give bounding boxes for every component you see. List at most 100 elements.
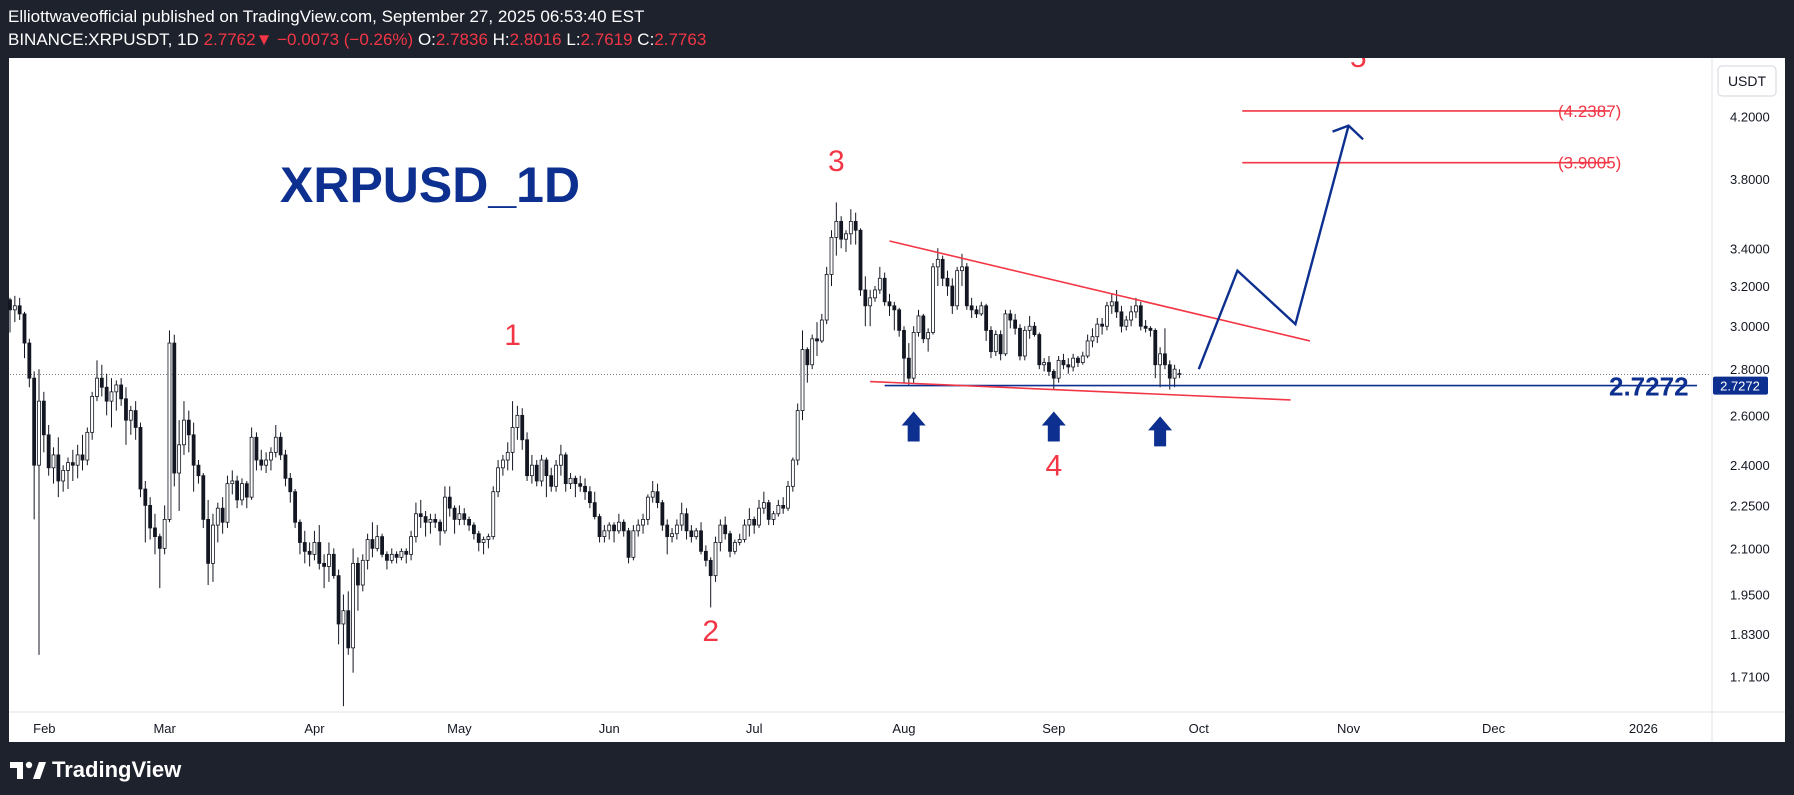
- candle[interactable]: [549, 475, 554, 487]
- candle[interactable]: [365, 539, 370, 561]
- candle[interactable]: [85, 431, 90, 461]
- candle[interactable]: [56, 454, 61, 482]
- candle[interactable]: [452, 507, 457, 520]
- candle[interactable]: [757, 507, 761, 526]
- candle[interactable]: [90, 396, 95, 433]
- candle[interactable]: [302, 542, 307, 552]
- tradingview-logo-icon[interactable]: [10, 759, 46, 781]
- candle[interactable]: [1100, 323, 1105, 327]
- candle[interactable]: [1143, 325, 1148, 329]
- candle[interactable]: [476, 533, 481, 543]
- candle[interactable]: [351, 562, 355, 649]
- candle[interactable]: [191, 434, 196, 466]
- candle[interactable]: [824, 274, 829, 321]
- candle[interactable]: [935, 258, 940, 268]
- candle[interactable]: [742, 524, 747, 540]
- candle[interactable]: [264, 459, 269, 466]
- candle[interactable]: [969, 305, 974, 311]
- candle[interactable]: [138, 427, 143, 490]
- candle[interactable]: [887, 301, 892, 307]
- candle[interactable]: [201, 475, 206, 520]
- candle[interactable]: [394, 553, 399, 558]
- candle[interactable]: [1042, 362, 1047, 366]
- candle[interactable]: [240, 483, 244, 501]
- candle[interactable]: [641, 518, 645, 526]
- candle[interactable]: [1153, 329, 1158, 366]
- candle[interactable]: [819, 319, 824, 342]
- interval-label[interactable]: 1D: [177, 30, 199, 49]
- candle[interactable]: [317, 542, 322, 564]
- candle[interactable]: [520, 414, 525, 441]
- candle[interactable]: [80, 454, 85, 461]
- candle[interactable]: [249, 436, 254, 498]
- candle[interactable]: [8, 299, 12, 311]
- candle[interactable]: [75, 454, 80, 466]
- candle[interactable]: [568, 477, 573, 485]
- candle[interactable]: [931, 266, 935, 333]
- candle[interactable]: [1085, 340, 1090, 357]
- candle[interactable]: [119, 384, 124, 400]
- candle[interactable]: [525, 439, 529, 477]
- candle[interactable]: [162, 518, 167, 549]
- candle[interactable]: [1114, 301, 1119, 313]
- candle[interactable]: [612, 524, 616, 532]
- candle[interactable]: [1090, 336, 1095, 342]
- candle[interactable]: [443, 496, 447, 532]
- candle[interactable]: [708, 559, 713, 577]
- candle[interactable]: [558, 454, 563, 466]
- candle[interactable]: [882, 277, 887, 303]
- candle[interactable]: [380, 536, 384, 555]
- candle[interactable]: [848, 220, 853, 235]
- candle[interactable]: [892, 305, 897, 311]
- candle[interactable]: [906, 357, 911, 379]
- candle[interactable]: [1148, 327, 1153, 331]
- candle[interactable]: [1022, 329, 1027, 357]
- candle[interactable]: [472, 524, 476, 535]
- candle[interactable]: [974, 309, 979, 315]
- candle[interactable]: [1080, 355, 1085, 363]
- candle[interactable]: [433, 518, 438, 523]
- candle[interactable]: [288, 477, 293, 493]
- candle[interactable]: [27, 342, 32, 379]
- candle[interactable]: [462, 513, 467, 520]
- candle[interactable]: [230, 480, 235, 485]
- candle[interactable]: [1172, 368, 1177, 379]
- candle[interactable]: [418, 513, 423, 517]
- candle[interactable]: [940, 258, 945, 279]
- candle[interactable]: [17, 305, 22, 315]
- candle[interactable]: [360, 559, 365, 586]
- candle[interactable]: [631, 530, 636, 558]
- candle[interactable]: [293, 491, 298, 523]
- candle[interactable]: [109, 391, 114, 402]
- candle[interactable]: [322, 562, 327, 567]
- candle[interactable]: [225, 483, 230, 523]
- candle[interactable]: [1032, 325, 1037, 335]
- candle[interactable]: [1037, 334, 1042, 366]
- candle[interactable]: [491, 491, 496, 538]
- symbol-name[interactable]: BINANCE:XRPUSDT: [8, 30, 168, 49]
- candle[interactable]: [645, 496, 650, 520]
- candle[interactable]: [699, 530, 703, 552]
- candle[interactable]: [747, 518, 752, 526]
- candle[interactable]: [128, 410, 133, 421]
- candle[interactable]: [51, 454, 56, 469]
- candle[interactable]: [186, 419, 191, 436]
- candle[interactable]: [481, 539, 486, 543]
- candle[interactable]: [12, 305, 17, 311]
- price-chart[interactable]: XRPUSD_1D 2.7272 (4.2387) (3.9005) 1 2 3 4 5 4.2…: [0, 58, 1794, 744]
- candle[interactable]: [133, 410, 138, 428]
- candle[interactable]: [655, 491, 660, 504]
- candle[interactable]: [786, 485, 790, 509]
- candle[interactable]: [1056, 359, 1061, 379]
- candle[interactable]: [370, 539, 375, 549]
- candle[interactable]: [496, 467, 500, 493]
- candle[interactable]: [510, 427, 515, 453]
- candle[interactable]: [810, 338, 815, 366]
- candle[interactable]: [1105, 305, 1109, 327]
- candle[interactable]: [312, 542, 317, 555]
- candle[interactable]: [945, 277, 950, 287]
- candle[interactable]: [979, 305, 984, 315]
- candle[interactable]: [684, 513, 689, 532]
- candle[interactable]: [385, 553, 389, 561]
- candle[interactable]: [998, 334, 1003, 355]
